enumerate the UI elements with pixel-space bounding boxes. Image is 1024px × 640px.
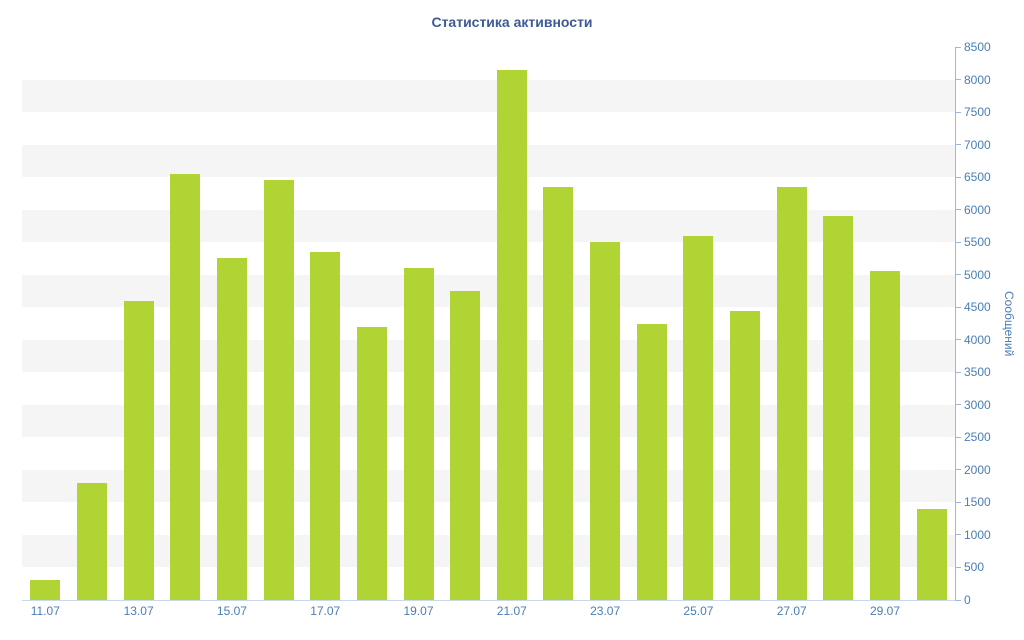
grid-band <box>22 112 955 145</box>
bar-21.07 <box>496 69 527 600</box>
bar-17.07 <box>310 251 341 600</box>
bar-29.07 <box>870 271 901 600</box>
y-tick-label: 7000 <box>964 137 991 152</box>
x-tick-label: 23.07 <box>590 604 621 618</box>
bar-12.07 <box>76 482 107 600</box>
bar-22.07 <box>543 186 574 600</box>
x-tick-label: 25.07 <box>683 604 714 618</box>
bar-11.07 <box>30 580 61 600</box>
grid-band <box>22 209 955 243</box>
y-tick-mark <box>956 339 961 341</box>
bar-28.07 <box>823 216 854 600</box>
y-tick-mark <box>956 209 961 211</box>
y-tick-mark <box>956 274 961 276</box>
x-tick-label: 15.07 <box>216 604 247 618</box>
y-axis-title: Сообщений <box>1002 290 1016 357</box>
bar-27.07 <box>776 186 807 600</box>
bar-13.07 <box>123 300 154 600</box>
grid-band <box>22 307 955 340</box>
x-tick-label: 17.07 <box>310 604 341 618</box>
y-tick-mark <box>956 46 961 48</box>
y-tick-mark <box>956 436 961 438</box>
y-axis: 0 500 1000 1500 2000 2500 3000 3500 4000 4500 5000… <box>956 40 1016 607</box>
grid-band <box>22 47 955 80</box>
grid-band <box>22 534 955 568</box>
bar-20.07 <box>450 290 481 600</box>
y-tick-label: 8000 <box>964 72 991 87</box>
y-tick-mark <box>956 469 961 471</box>
grid-band <box>22 144 955 178</box>
y-tick-label: 4500 <box>964 300 991 315</box>
y-tick-mark <box>956 566 961 568</box>
plot-area <box>22 47 956 601</box>
y-tick-mark <box>956 111 961 113</box>
bar-30.07 <box>916 508 947 600</box>
y-tick-label: 5000 <box>964 267 991 282</box>
bar-26.07 <box>730 310 761 600</box>
chart-title: Статистика активности <box>431 14 593 30</box>
bar-19.07 <box>403 268 434 600</box>
y-tick-label: 500 <box>964 560 985 575</box>
grid-band <box>22 242 955 275</box>
bar-14.07 <box>170 173 201 600</box>
y-tick-label: 7500 <box>964 105 991 120</box>
x-tick-label: 21.07 <box>496 604 527 618</box>
bar-24.07 <box>636 323 667 600</box>
y-tick-mark <box>956 534 961 536</box>
y-tick-label: 1500 <box>964 495 991 510</box>
y-tick-mark <box>956 176 961 178</box>
y-tick-label: 0 <box>964 593 971 607</box>
grid-band <box>22 567 955 600</box>
y-tick-label: 6500 <box>964 170 991 185</box>
grid-band <box>22 79 955 113</box>
x-tick-label: 19.07 <box>403 604 434 618</box>
grid-band <box>22 469 955 503</box>
grid-band <box>22 404 955 438</box>
y-tick-label: 8500 <box>964 40 991 54</box>
y-tick-mark <box>956 501 961 503</box>
x-tick-label: 27.07 <box>776 604 807 618</box>
y-tick-label: 2000 <box>964 462 991 477</box>
bar-25.07 <box>683 235 714 600</box>
bar-23.07 <box>590 242 621 600</box>
grid-band <box>22 177 955 210</box>
bar-18.07 <box>356 326 387 600</box>
x-axis: 11.07 13.07 15.07 17.07 19.07 21.07 23.07 25.07… <box>22 602 955 622</box>
y-tick-label: 2500 <box>964 430 991 445</box>
x-tick-label: 11.07 <box>30 604 60 618</box>
y-tick-mark <box>956 599 961 601</box>
y-tick-label: 6000 <box>964 202 991 217</box>
y-tick-mark <box>956 144 961 146</box>
y-tick-mark <box>956 241 961 243</box>
y-tick-label: 3000 <box>964 397 991 412</box>
y-tick-mark <box>956 79 961 81</box>
y-tick-mark <box>956 306 961 308</box>
y-tick-label: 4000 <box>964 332 991 347</box>
y-tick-mark <box>956 404 961 406</box>
grid-band <box>22 339 955 373</box>
y-tick-mark <box>956 371 961 373</box>
x-tick-label: 13.07 <box>123 604 154 618</box>
grid-band <box>22 437 955 470</box>
grid-band <box>22 372 955 405</box>
y-tick-label: 5500 <box>964 235 991 250</box>
y-tick-label: 1000 <box>964 527 991 542</box>
bar-16.07 <box>263 180 294 600</box>
bar-15.07 <box>216 258 247 600</box>
grid-band <box>22 502 955 535</box>
grid-band <box>22 274 955 308</box>
x-tick-label: 29.07 <box>870 604 901 618</box>
y-tick-label: 3500 <box>964 365 991 380</box>
